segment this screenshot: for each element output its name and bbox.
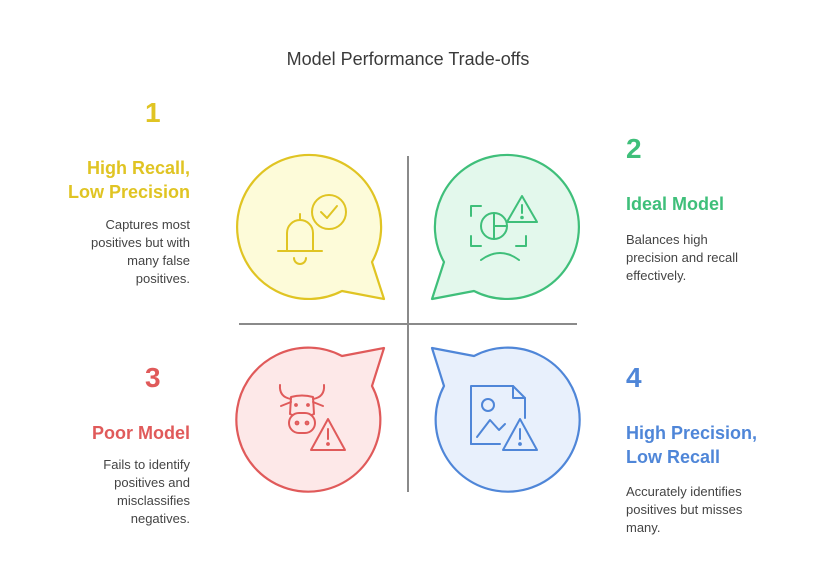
quadrant-3-heading: Poor Model xyxy=(20,421,190,445)
quadrant-4-description-line: many. xyxy=(626,520,661,535)
quadrant-4-heading-line: High Precision, xyxy=(626,423,758,443)
quadrant-2-description: Balances high precision and recall effec… xyxy=(626,231,806,285)
quadrant-2-heading-line: Ideal Model xyxy=(626,194,725,214)
quadrant-2-description-line: precision and recall xyxy=(626,250,739,265)
bull-warning-icon xyxy=(278,384,346,451)
quadrant-2-number: 2 xyxy=(626,133,642,164)
quadrant-3-number: 3 xyxy=(145,362,161,393)
chart-warning-frown-icon xyxy=(470,195,538,261)
image-file-warning-icon xyxy=(470,385,538,451)
quadrant-1-description: Captures most positives but with many fa… xyxy=(20,216,190,288)
quadrant-3-description-line: Fails to identify xyxy=(103,457,190,472)
quadrant-1-number: 1 xyxy=(145,97,161,128)
quadrant-4-heading: High Precision, Low Recall xyxy=(626,421,811,469)
quadrant-1-heading-line: Low Precision xyxy=(67,182,190,202)
quadrant-4-description-line: Accurately identifies xyxy=(626,484,742,499)
quadrant-4-description-line: positives but misses xyxy=(626,502,743,517)
quadrant-4-number: 4 xyxy=(626,362,642,393)
bell-check-icon xyxy=(277,194,347,265)
bubble-4 xyxy=(430,346,581,493)
diagram-title: Model Performance Trade-offs xyxy=(286,49,530,69)
quadrant-4-heading-line: Low Recall xyxy=(626,447,721,467)
quadrant-3-heading-line: Poor Model xyxy=(92,423,190,443)
quadrant-1-description-line: positives. xyxy=(135,271,190,286)
quadrant-3-description-line: positives and xyxy=(114,475,190,490)
quadrant-3-description-line: misclassifies xyxy=(117,493,190,508)
quadrant-1-description-line: positives but with xyxy=(91,235,190,250)
quadrant-2-description-line: effectively. xyxy=(626,268,687,283)
quadrant-2-heading: Ideal Model xyxy=(626,192,806,216)
quadrant-1-description-line: many false xyxy=(127,253,190,268)
quadrant-1-heading: High Recall, Low Precision xyxy=(20,156,190,204)
quadrant-3-description: Fails to identify positives and misclass… xyxy=(20,456,190,528)
quadrant-2-description-line: Balances high xyxy=(626,232,708,247)
quadrant-1-heading-line: High Recall, xyxy=(86,158,190,178)
quadrant-1-description-line: Captures most xyxy=(105,217,190,232)
quadrant-4-description: Accurately identifies positives but miss… xyxy=(626,483,811,537)
quadrant-3-description-line: negatives. xyxy=(130,511,190,526)
